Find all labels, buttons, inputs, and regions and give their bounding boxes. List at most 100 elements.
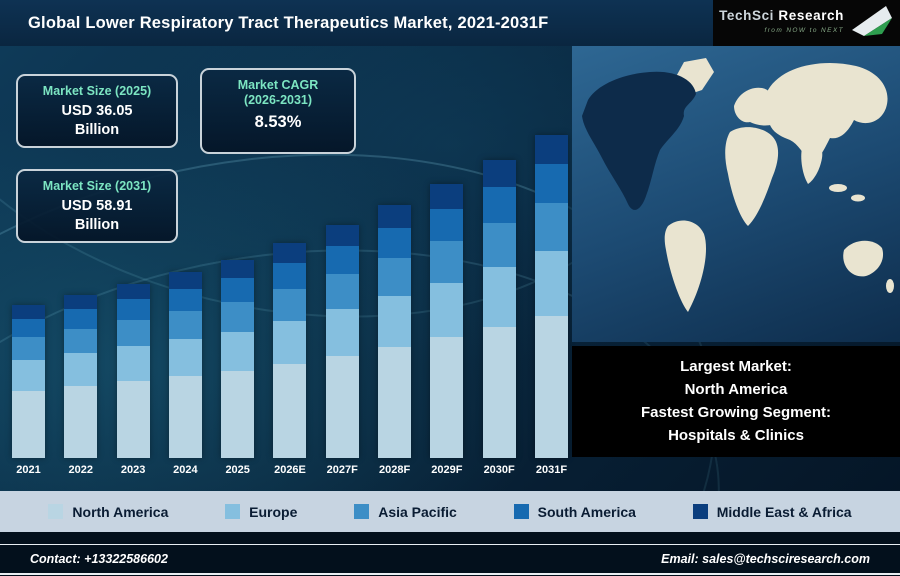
footer-bar: Contact: +13322586602 Email: sales@techs… (0, 532, 900, 576)
brand-name-primary: TechSci (719, 8, 775, 23)
legend-swatch (225, 504, 241, 519)
map-north-america-highlight (582, 71, 696, 210)
bar-segment (221, 260, 255, 279)
bar-segment (12, 337, 45, 361)
bar-segment (168, 339, 202, 377)
bar-segment (430, 241, 464, 283)
bar-segment (430, 282, 464, 338)
bar-segment (273, 262, 307, 289)
bar-segment (482, 187, 516, 223)
map-new-zealand (886, 279, 894, 293)
bar-column: 2029F (430, 183, 464, 480)
bar-segment (64, 353, 98, 387)
map-island (851, 194, 865, 202)
callout-line: Hospitals & Clinics (668, 427, 804, 444)
bar-segment (534, 251, 568, 316)
x-axis-label: 2029F (431, 464, 463, 476)
bar-column: 2025 (221, 260, 255, 480)
legend-label: South America (537, 503, 636, 520)
bar-column: 2024 (168, 272, 202, 480)
bar-stack (116, 283, 150, 458)
legend-swatch (513, 504, 529, 519)
bar-segment (168, 288, 202, 312)
x-axis-label: 2030F (483, 464, 515, 476)
brand-logo: TechSci Research from NOW to NEXT (713, 0, 900, 46)
legend-label: North America (72, 503, 169, 520)
bar-stack (221, 260, 255, 458)
legend: North America Europe Asia Pacific South Ame… (0, 491, 900, 532)
bar-segment (168, 376, 202, 458)
stat-box-market-size-2025: Market Size (2025) USD 36.05 Billion (16, 74, 178, 148)
bar-stack (325, 225, 359, 458)
x-axis-label: 2023 (120, 464, 146, 476)
bar-segment (273, 288, 307, 321)
stat-label: (2026-2031) (243, 93, 313, 107)
contact-phone: Contact: +13322586602 (30, 552, 168, 566)
x-axis-label: 2022 (68, 464, 94, 476)
bar-segment (534, 134, 568, 165)
legend-label: Middle East & Africa (716, 503, 852, 520)
stat-box-market-cagr: Market CAGR (2026-2031) 8.53% (200, 68, 356, 154)
callout-line: North America (684, 381, 788, 398)
bar-stack (168, 272, 202, 458)
brand-name-secondary: Research (778, 8, 844, 23)
legend-label: Europe (249, 503, 298, 520)
stat-label: Market Size (2031) (42, 179, 152, 193)
legend-item: South America (513, 503, 636, 520)
contact-email: Email: sales@techsciresearch.com (661, 552, 870, 566)
world-map-panel (572, 46, 900, 342)
footer-inner: Contact: +13322586602 Email: sales@techs… (0, 544, 900, 575)
bar-column: 2027F (325, 225, 359, 480)
x-axis-label: 2027F (326, 464, 358, 476)
world-map (582, 58, 894, 312)
stat-value: 8.53% (254, 113, 302, 131)
bar-segment (325, 225, 359, 247)
bar-stack (12, 304, 45, 458)
x-axis-label: 2024 (173, 464, 198, 476)
stat-unit: Billion (74, 217, 120, 233)
bar-segment (221, 278, 255, 302)
stat-value: USD 36.05 (61, 103, 133, 119)
brand-tagline: from NOW to NEXT (764, 27, 844, 34)
bar-segment (116, 320, 150, 347)
bar-segment (116, 346, 150, 382)
bar-segment (64, 309, 98, 329)
x-axis-label: 2031F (535, 464, 568, 476)
bar-segment (116, 381, 150, 458)
legend-swatch (692, 504, 708, 519)
map-india (801, 142, 823, 184)
bar-segment (534, 202, 568, 252)
bar-segment (116, 299, 150, 321)
bar-segment (430, 337, 464, 458)
bar-segment (378, 205, 412, 229)
stat-label: Market Size (2025) (42, 84, 152, 98)
market-callout: Largest Market: North America Fastest Gr… (572, 346, 900, 457)
bar-segment (378, 258, 412, 297)
bar-segment (221, 371, 255, 458)
bar-segment (273, 363, 307, 458)
bar-stack (273, 243, 307, 458)
bar-segment (378, 228, 412, 259)
bar-segment (273, 243, 307, 263)
bar-segment (64, 328, 98, 354)
bar-segment (12, 390, 45, 458)
map-australia (843, 240, 884, 277)
map-south-america (664, 220, 707, 312)
bar-segment (430, 183, 464, 209)
legend-label: Asia Pacific (378, 503, 457, 520)
brand-logo-text: TechSci Research from NOW to NEXT (719, 9, 844, 37)
paper-plane-arrow-icon (852, 4, 892, 43)
bar-column: 2028F (378, 205, 412, 480)
bar-segment (325, 355, 359, 458)
legend-item: Asia Pacific (354, 504, 457, 520)
bar-column: 2021 (12, 304, 45, 480)
callout-line: Fastest Growing Segment: (640, 404, 832, 421)
bar-segment (64, 386, 98, 458)
bar-segment (168, 272, 202, 289)
bar-segment (534, 164, 568, 203)
bar-segment (64, 294, 98, 310)
stat-unit: Billion (74, 122, 120, 138)
map-africa (725, 127, 779, 226)
bar-segment (482, 267, 516, 327)
bar-column: 2030F (482, 160, 516, 480)
